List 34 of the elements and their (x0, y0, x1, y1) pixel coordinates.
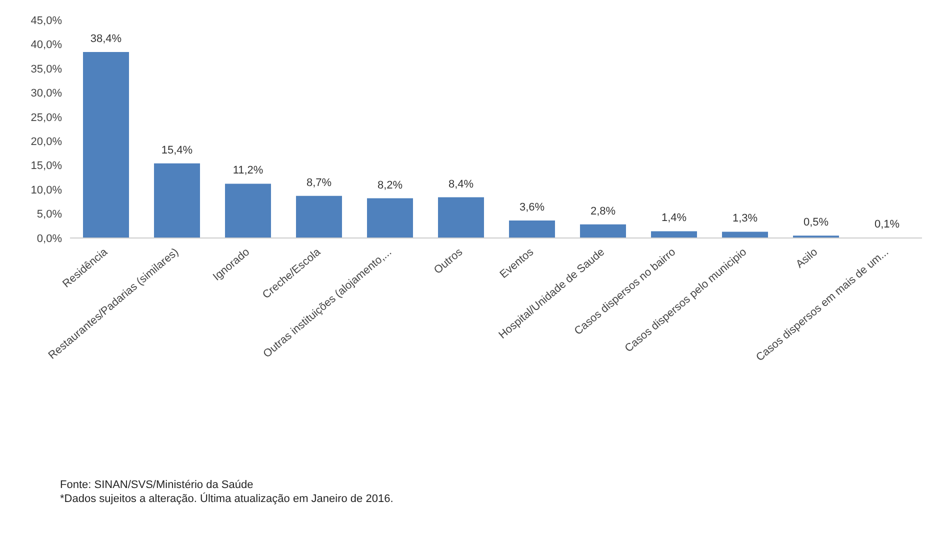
y-tick-label: 20,0% (30, 136, 62, 148)
data-label: 1,4% (661, 212, 687, 224)
bar (83, 52, 129, 238)
y-tick-label: 0,0% (36, 232, 62, 245)
bar (367, 198, 413, 238)
y-tick-label: 5,0% (36, 208, 62, 221)
bar (651, 231, 697, 238)
y-tick-label: 35,0% (30, 63, 62, 76)
data-label: 1,3% (732, 212, 758, 225)
bar (509, 220, 555, 238)
y-tick-label: 25,0% (30, 112, 62, 124)
data-label: 2,8% (590, 205, 616, 218)
bar (580, 224, 626, 238)
data-label: 11,2% (232, 164, 264, 177)
y-tick-label: 10,0% (30, 184, 62, 196)
source-note: Fonte: SINAN/SVS/Ministério da Saúde (60, 478, 254, 492)
data-label: 15,4% (161, 144, 193, 156)
data-label: 0,1% (874, 218, 900, 231)
bar (722, 232, 768, 238)
y-tick-label: 30,0% (30, 88, 62, 100)
y-tick-label: 45,0% (30, 14, 62, 27)
y-tick-label: 15,0% (30, 160, 62, 172)
data-label: 38,4% (90, 32, 122, 45)
data-label: 8,7% (306, 176, 332, 189)
bar (154, 163, 200, 238)
bar (296, 196, 342, 238)
data-label: 3,6% (519, 202, 545, 214)
bar (225, 184, 271, 238)
data-label: 0,5% (803, 216, 829, 229)
bar (438, 197, 484, 238)
data-label: 8,4% (448, 178, 474, 190)
data-label: 8,2% (377, 179, 403, 192)
y-tick-label: 40,0% (30, 39, 62, 52)
text: *Dados sujeitos a alteração. Última atualização em Janeiro de 2016. (60, 492, 394, 506)
